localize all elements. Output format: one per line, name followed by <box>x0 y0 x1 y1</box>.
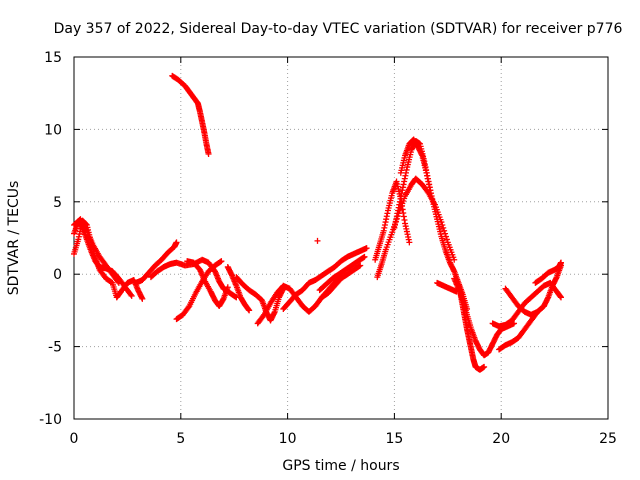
x-tick-label: 10 <box>279 431 297 447</box>
data-point <box>361 253 368 260</box>
data-point <box>128 292 135 299</box>
data-point <box>173 239 180 246</box>
y-tick-label: -10 <box>39 412 62 428</box>
data-point <box>558 259 565 266</box>
data-point <box>440 224 447 231</box>
data-point <box>558 294 565 301</box>
data-point <box>218 258 225 265</box>
data-point <box>185 304 192 311</box>
plot-frame <box>73 56 609 420</box>
y-tick-label: 5 <box>53 195 62 211</box>
data-point <box>427 190 434 197</box>
x-tick-label: 0 <box>70 431 79 447</box>
data-point <box>443 236 450 243</box>
y-axis-label: SDTVAR / TECUs <box>6 181 22 296</box>
data-point <box>127 291 134 298</box>
y-tick-label: 10 <box>44 122 62 138</box>
data-point <box>451 256 458 263</box>
x-tick-label: 20 <box>492 431 510 447</box>
grid <box>74 57 608 419</box>
data-point <box>363 245 370 252</box>
x-axis-label: GPS time / hours <box>282 458 399 474</box>
data-point <box>389 229 396 236</box>
data-point-isolated <box>314 237 321 244</box>
data-marks <box>71 72 565 373</box>
y-tick-label: 15 <box>44 50 62 66</box>
x-tick-label: 5 <box>176 431 185 447</box>
data-point <box>441 227 448 234</box>
data-point <box>139 295 146 302</box>
data-point <box>246 307 253 314</box>
x-tick-label: 25 <box>599 431 617 447</box>
chart-title: Day 357 of 2022, Sidereal Day-to-day VTE… <box>54 21 623 37</box>
y-tick-label: -5 <box>48 340 62 356</box>
x-tick-label: 15 <box>385 431 403 447</box>
data-point-upper-track <box>205 151 212 158</box>
data-point <box>357 262 364 269</box>
data-point <box>224 284 231 291</box>
data-point <box>406 239 413 246</box>
data-point <box>439 221 446 228</box>
data-point <box>114 278 121 285</box>
y-tick-label: 0 <box>53 267 62 283</box>
data-point <box>481 363 488 370</box>
data-point <box>115 279 122 286</box>
axis-ticks: 0 5 10 15 20 25 -10 -5 0 5 10 15 <box>39 50 617 447</box>
